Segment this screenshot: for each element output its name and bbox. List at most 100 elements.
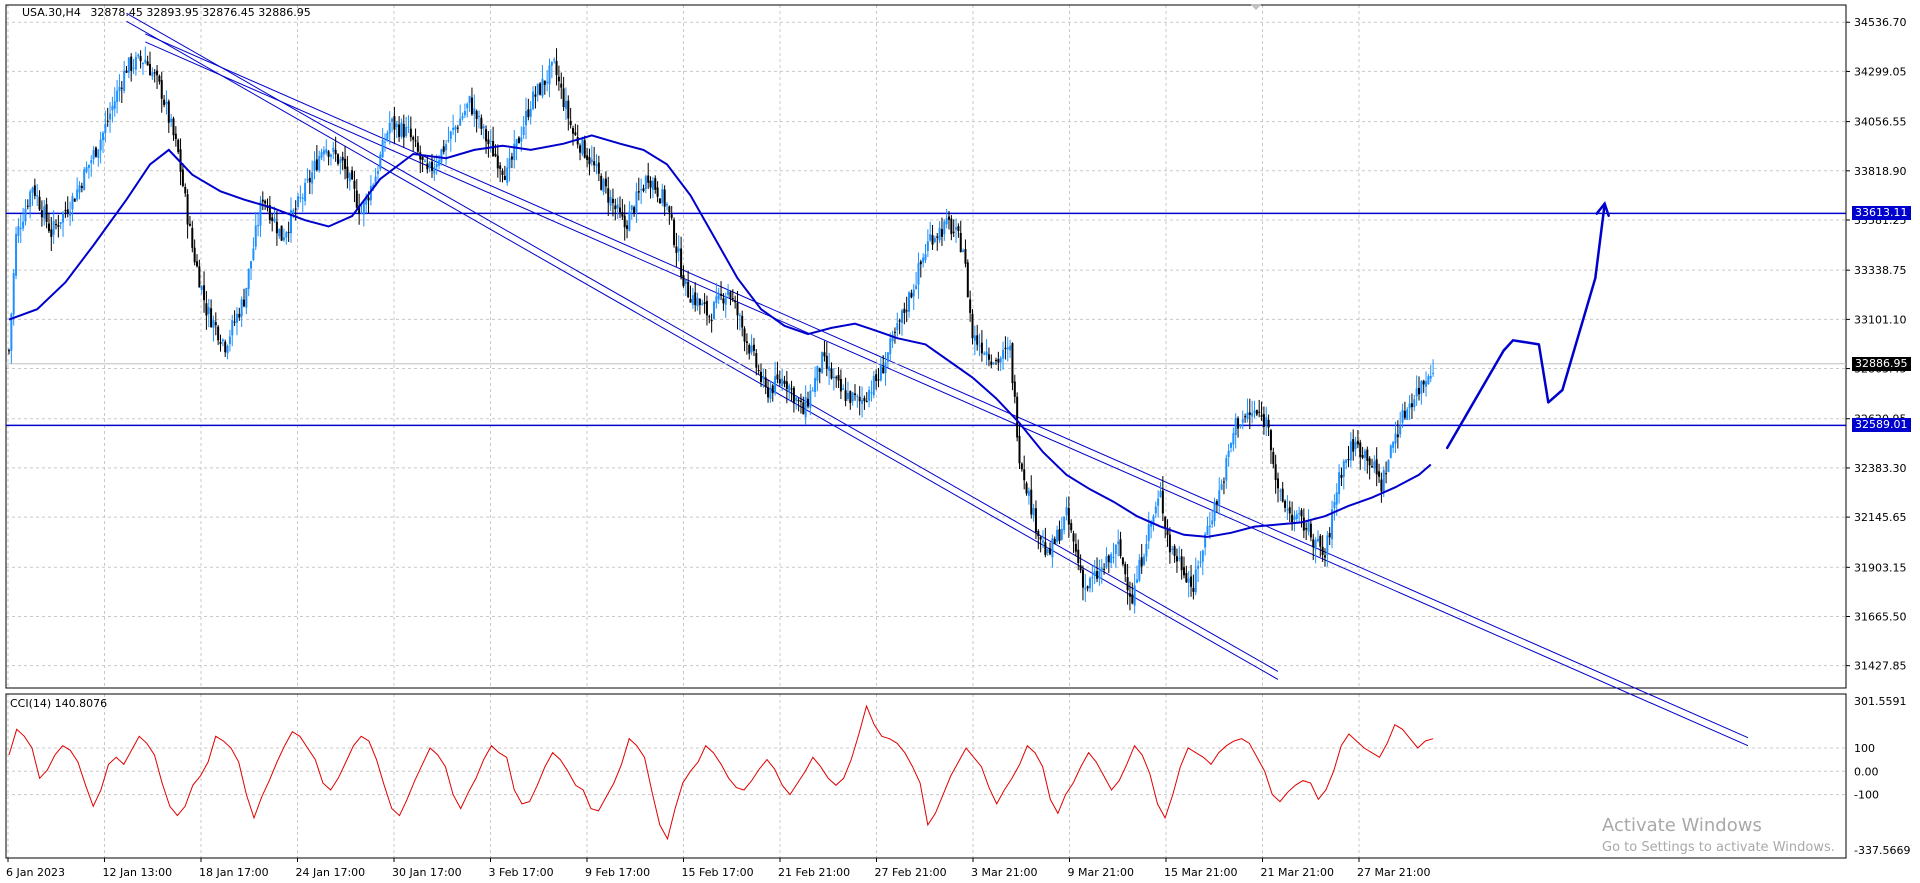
candle-body — [1096, 571, 1099, 579]
candle-body — [85, 167, 88, 172]
candle-body — [337, 154, 339, 164]
candle-body — [529, 108, 532, 117]
descending-channel[interactable] — [126, 12, 1749, 747]
candle-body — [607, 188, 610, 203]
time-axis: 6 Jan 2023 12 Jan 13:00 18 Jan 17:00 24 Jan… — [6, 858, 1430, 879]
candle-body — [149, 63, 151, 76]
candle-body — [1274, 464, 1277, 480]
symbol-label: USA.30,H4 — [22, 6, 81, 19]
candle-body — [1215, 501, 1218, 505]
candle-body — [783, 380, 786, 384]
candle-body — [1049, 548, 1052, 555]
cci-tick-label: 100 — [1854, 742, 1875, 755]
candle-body — [614, 205, 617, 210]
candle-body — [995, 359, 997, 361]
candle-body — [1408, 403, 1411, 409]
candle-body — [94, 147, 97, 157]
candle-body — [339, 159, 342, 163]
candle-body — [503, 175, 506, 180]
candle-body — [886, 352, 889, 362]
candle-body — [727, 290, 730, 295]
candle-body — [1246, 412, 1249, 420]
candle-body — [771, 385, 774, 394]
candle-body — [40, 210, 43, 218]
candle-body — [1067, 507, 1070, 525]
candle-body — [870, 392, 873, 394]
shift-marker-icon[interactable] — [1250, 4, 1262, 10]
candle-body — [743, 328, 746, 342]
candle-body — [506, 167, 509, 183]
candle-body — [738, 315, 741, 317]
candle-body — [633, 207, 636, 213]
candle-body — [1300, 510, 1303, 517]
candle-body — [59, 222, 62, 224]
candle-body — [212, 320, 215, 328]
cci-tick-label: 301.5591 — [1854, 695, 1907, 708]
candle-body — [109, 113, 112, 120]
candle-body — [734, 300, 737, 303]
candle-body — [73, 199, 76, 202]
candle-body — [1340, 474, 1343, 478]
candle-body — [1267, 419, 1270, 428]
candle-body — [156, 70, 159, 76]
candle-body — [1380, 479, 1383, 492]
candle-body — [1091, 577, 1094, 579]
price-tick-label: 33101.10 — [1854, 313, 1907, 326]
candle-body — [282, 237, 285, 241]
candle-body — [839, 378, 842, 392]
candle-body — [1154, 506, 1157, 514]
time-tick-label: 21 Mar 21:00 — [1261, 866, 1334, 879]
candle-body — [280, 225, 283, 241]
candle-body — [710, 319, 713, 322]
price-tick-label: 34056.55 — [1854, 116, 1907, 129]
candle-body — [487, 139, 490, 145]
candle-body — [125, 70, 128, 73]
candle-body — [1046, 549, 1049, 553]
horizontal-levels[interactable] — [6, 212, 1846, 427]
candle-body — [62, 212, 65, 223]
candle-body — [50, 229, 53, 237]
candle-body — [167, 101, 170, 123]
candle-body — [1145, 543, 1148, 557]
candle-body — [1262, 414, 1265, 427]
candle-body — [285, 232, 288, 238]
time-tick-label: 18 Jan 17:00 — [199, 866, 269, 879]
candle-body — [69, 211, 72, 216]
candle-body — [454, 126, 457, 130]
candle-body — [1260, 415, 1263, 417]
candle-body — [99, 139, 102, 151]
candle-body — [76, 189, 79, 200]
candle-body — [1194, 569, 1197, 593]
candle-body — [677, 248, 680, 252]
candle-body — [884, 362, 887, 374]
candle-body — [1128, 593, 1131, 597]
candle-body — [816, 365, 819, 381]
candle-body — [924, 254, 927, 261]
candle-body — [1164, 516, 1167, 528]
candle-body — [55, 223, 57, 225]
candle-body — [1218, 490, 1221, 505]
candle-body — [33, 185, 36, 196]
candle-body — [510, 156, 513, 160]
candle-body — [1392, 442, 1395, 448]
candle-body — [1363, 450, 1366, 458]
candle-body — [134, 56, 137, 70]
candle-body — [691, 295, 694, 305]
candle-body — [936, 236, 939, 238]
candle-body — [1253, 410, 1256, 413]
candle-body — [463, 110, 466, 116]
candle-body — [1432, 372, 1435, 374]
price-tick-label: 34299.05 — [1854, 65, 1907, 78]
candle-body — [877, 379, 880, 381]
candle-body — [971, 313, 974, 339]
candle-body — [1119, 539, 1122, 557]
cci-tick-label: 0.00 — [1854, 765, 1879, 778]
drawn-projection[interactable] — [1445, 201, 1610, 450]
candle-body — [1366, 449, 1369, 461]
candle-body — [748, 345, 751, 354]
candle-body — [165, 101, 168, 105]
candle-body — [821, 352, 824, 374]
candle-body — [379, 154, 382, 169]
candle-body — [654, 178, 657, 190]
